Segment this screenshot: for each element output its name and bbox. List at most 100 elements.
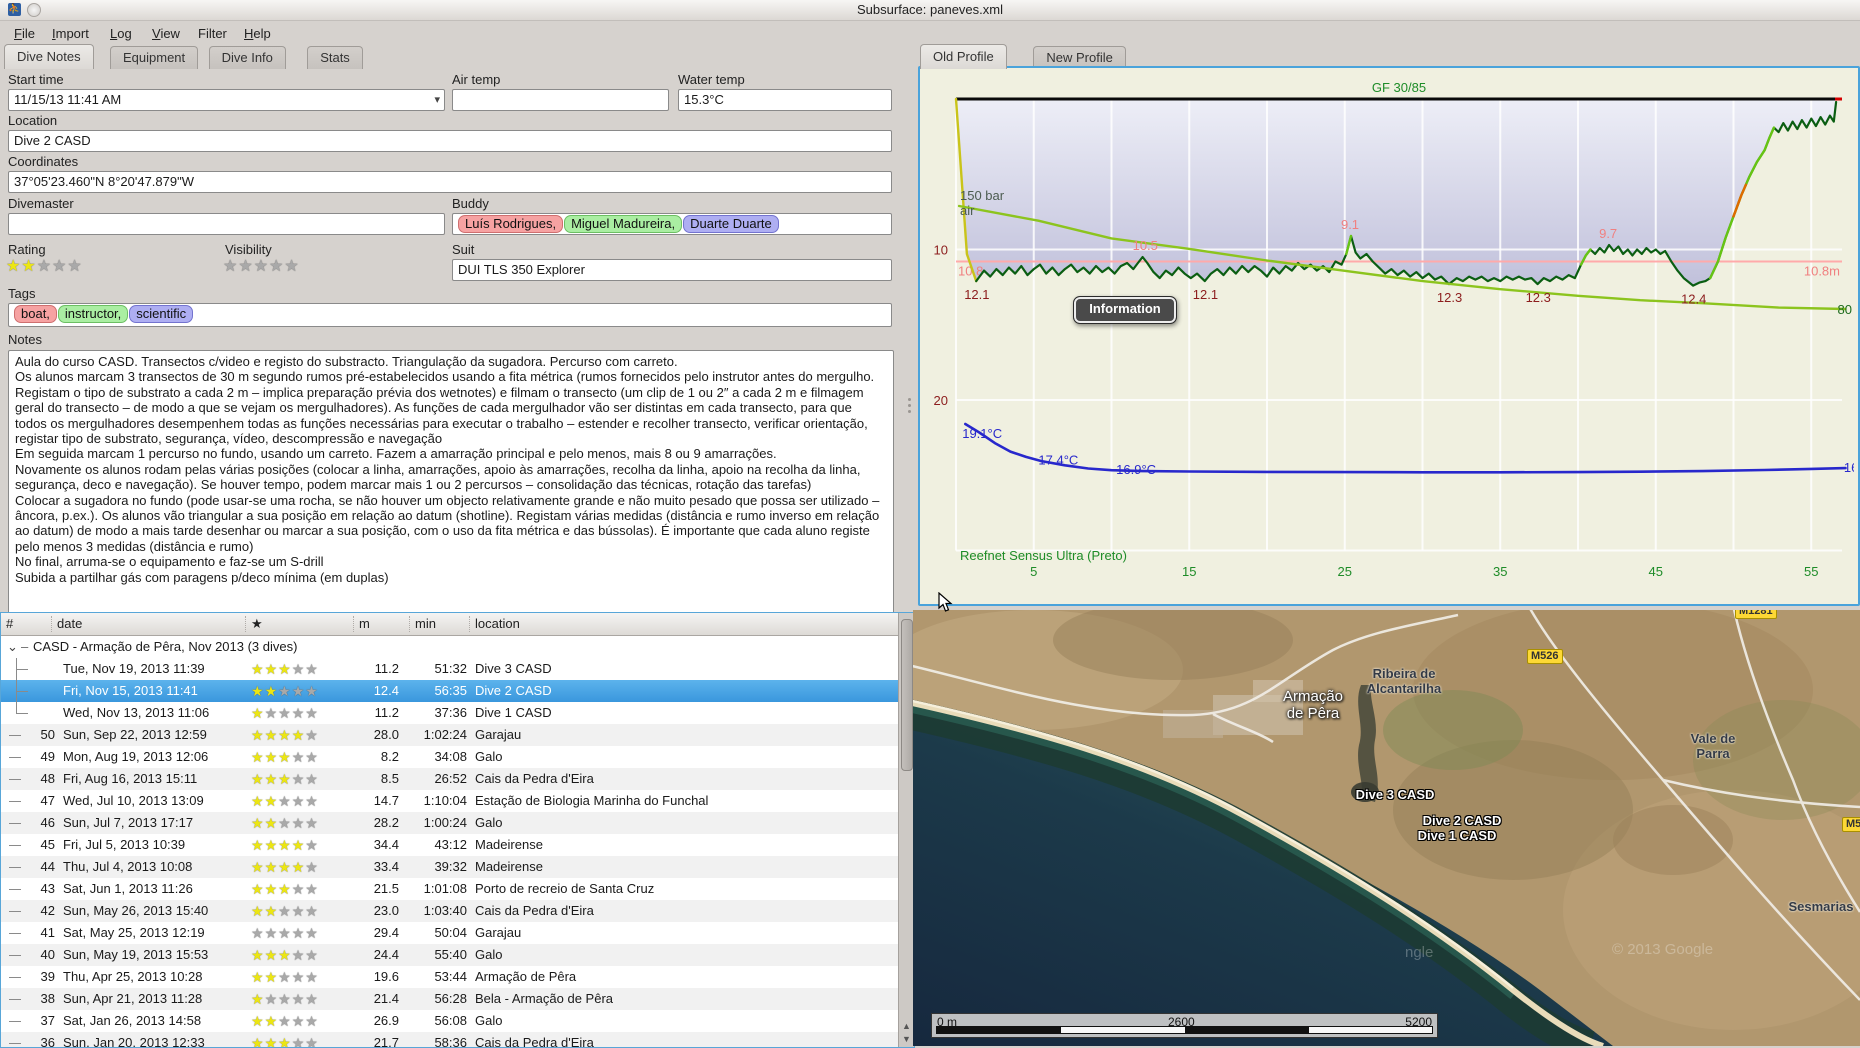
svg-text:10: 10 (934, 243, 948, 258)
dive-row[interactable]: 38 Sun, Apr 21, 2013 11:28 ★★★★★ 21.4 56:28 B… (1, 988, 899, 1010)
subsurface-app-icon: ⛹ (8, 3, 21, 16)
divemaster-field[interactable] (8, 213, 445, 235)
menu-view[interactable]: View (152, 26, 180, 41)
dive-row[interactable]: 45 Fri, Jul 5, 2013 10:39 ★★★★★ 34.4 43:12 Ma… (1, 834, 899, 856)
row-stars: ★★★★★ (251, 705, 319, 721)
tag-pill: boat, (14, 305, 57, 323)
svg-text:12.3: 12.3 (1526, 290, 1551, 305)
svg-text:55: 55 (1804, 564, 1818, 579)
satellite-imagery (913, 610, 1860, 1046)
row-stars: ★★★★★ (251, 837, 319, 853)
tab-old-profile[interactable]: Old Profile (920, 44, 1007, 69)
title-bar[interactable]: ⛹ Subsurface: paneves.xml (0, 0, 1860, 21)
scale-mid: 2600 (1168, 1015, 1195, 1029)
tab-dive-notes[interactable]: Dive Notes (4, 44, 94, 69)
buddy-pill: Luís Rodrigues, (458, 215, 564, 233)
svg-text:9.7: 9.7 (1599, 226, 1617, 241)
dive-row[interactable]: 50 Sun, Sep 22, 2013 12:59 ★★★★★ 28.0 1:02:2… (1, 724, 899, 746)
row-stars: ★★★★★ (251, 771, 319, 787)
scrollbar-thumb[interactable] (901, 619, 913, 771)
tab-equipment[interactable]: Equipment (110, 46, 199, 69)
map-watermark-copyright: © 2013 Google (1612, 941, 1714, 958)
window-menu-icon[interactable] (27, 3, 41, 17)
row-stars: ★★★★★ (251, 991, 319, 1007)
map-label-dive-3-casd: Dive 3 CASD (1355, 787, 1435, 802)
map-label-armacao-de-pera: Armação de Pêra (1282, 688, 1344, 722)
rating-label: Rating (8, 242, 46, 257)
dive-row[interactable]: 42 Sun, May 26, 2013 15:40 ★★★★★ 23.0 1:03:4… (1, 900, 899, 922)
map-label-ribeira-de-alcantarilha: Ribeira de Alcantarilha (1366, 666, 1442, 696)
tab-dive-info[interactable]: Dive Info (208, 46, 286, 69)
dive-row[interactable]: 48 Fri, Aug 16, 2013 15:11 ★★★★★ 8.5 26:52 Ca… (1, 768, 899, 790)
tab-stats[interactable]: Stats (307, 46, 363, 69)
coordinates-field[interactable]: 37°05'23.460"N 8°20'47.879"W (8, 171, 892, 193)
dive-list-scrollbar[interactable]: ▲ ▼ (898, 613, 914, 1047)
menu-bar: File Import Log View Filter Help (0, 21, 1860, 45)
map-label-dive-1-casd: Dive 1 CASD (1417, 828, 1497, 843)
column-header-m[interactable]: m (359, 616, 370, 631)
menu-help[interactable]: Help (244, 26, 271, 41)
dive-row[interactable]: 47 Wed, Jul 10, 2013 13:09 ★★★★★ 14.7 1:10:0… (1, 790, 899, 812)
profile-tab-bar: Old Profile New Profile (918, 44, 1848, 69)
dive-list-table[interactable]: # date ★ m min location ⌄ – CASD - Armação de P… (0, 612, 915, 1048)
dive-notes-panel: Start time 11/15/13 11:41 AM ▾ Air temp … (0, 66, 905, 618)
map-watermark-fragment: ngle (1405, 944, 1434, 961)
svg-text:20: 20 (934, 393, 948, 408)
menu-filter[interactable]: Filter (198, 26, 227, 41)
water-temp-field[interactable]: 15.3°C (678, 89, 892, 111)
tab-new-profile[interactable]: New Profile (1033, 46, 1126, 69)
svg-text:17.4°C: 17.4°C (1038, 452, 1078, 467)
scale-max: 5200 (1405, 1015, 1432, 1029)
tags-field[interactable]: boat, instructor, scientific (8, 303, 892, 327)
trip-row[interactable]: ⌄ – CASD - Armação de Pêra, Nov 2013 (3 di… (1, 636, 899, 658)
column-header-date[interactable]: date (57, 616, 83, 631)
location-field[interactable]: Dive 2 CASD (8, 130, 892, 152)
information-button[interactable]: Information (1073, 296, 1177, 324)
menu-log[interactable]: Log (110, 26, 132, 41)
chevron-down-icon[interactable]: ▾ (434, 94, 440, 106)
dive-row[interactable]: 49 Mon, Aug 19, 2013 12:06 ★★★★★ 8.2 34:08 Ga… (1, 746, 899, 768)
scroll-up-icon[interactable]: ▲ (902, 1021, 911, 1031)
dive-list-header[interactable]: # date ★ m min location (1, 613, 899, 636)
column-header-number[interactable]: # (6, 616, 14, 631)
start-time-combobox[interactable]: 11/15/13 11:41 AM ▾ (8, 89, 445, 111)
notes-label: Notes (8, 332, 42, 347)
dive-location-map[interactable]: Armação de Pêra Ribeira de Alcantarilha M5… (913, 610, 1860, 1046)
column-header-stars[interactable]: ★ (251, 616, 263, 631)
location-label: Location (8, 113, 58, 128)
divemaster-label: Divemaster (8, 196, 74, 211)
dive-row[interactable]: 41 Sat, May 25, 2013 12:19 ★★★★★ 29.4 50:04 G… (1, 922, 899, 944)
column-header-location[interactable]: location (475, 616, 520, 631)
dive-row[interactable]: 37 Sat, Jan 26, 2013 14:58 ★★★★★ 26.9 56:08 G… (1, 1010, 899, 1032)
dive-row[interactable]: 39 Thu, Apr 25, 2013 10:28 ★★★★★ 19.6 53:44 A… (1, 966, 899, 988)
dive-row[interactable]: 46 Sun, Jul 7, 2013 17:17 ★★★★★ 28.2 1:00:24… (1, 812, 899, 834)
dive-row[interactable]: Wed, Nov 13, 2013 11:06 ★★★★★ 11.2 37:36 Div… (1, 702, 899, 724)
water-temp-label: Water temp (678, 72, 745, 87)
row-stars: ★★★★★ (251, 793, 319, 809)
air-temp-field[interactable] (452, 89, 669, 111)
coordinates-label: Coordinates (8, 154, 79, 169)
visibility-stars[interactable]: ★★★★★ (223, 258, 300, 275)
dive-row[interactable]: 40 Sun, May 19, 2013 15:53 ★★★★★ 24.4 55:40 G… (1, 944, 899, 966)
column-header-min[interactable]: min (415, 616, 436, 631)
map-label-vale-de-parra: Vale de Parra (1690, 731, 1736, 761)
dive-row[interactable]: Fri, Nov 15, 2013 11:41 ★★★★★ 12.4 56:35 Div… (1, 680, 899, 702)
notes-textarea[interactable]: Aula do curso CASD. Transectos c/video e… (8, 350, 894, 618)
svg-text:45: 45 (1649, 564, 1663, 579)
suit-field[interactable]: DUI TLS 350 Explorer (452, 259, 892, 281)
svg-text:air: air (960, 203, 975, 218)
dive-row[interactable]: 43 Sat, Jun 1, 2013 11:26 ★★★★★ 21.5 1:01:08… (1, 878, 899, 900)
scroll-down-icon[interactable]: ▼ (902, 1034, 911, 1044)
row-stars: ★★★★★ (251, 947, 319, 963)
svg-text:12.4: 12.4 (1681, 292, 1706, 307)
menu-file[interactable]: File (14, 26, 35, 41)
collapse-icon[interactable]: ⌄ (7, 639, 18, 654)
buddy-label: Buddy (452, 196, 489, 211)
dive-row[interactable]: Tue, Nov 19, 2013 11:39 ★★★★★ 11.2 51:32 Div… (1, 658, 899, 680)
dive-row[interactable]: 44 Thu, Jul 4, 2013 10:08 ★★★★★ 33.4 39:32 Ma… (1, 856, 899, 878)
rating-stars[interactable]: ★★★★★ (6, 258, 83, 275)
buddy-field[interactable]: Luís Rodrigues, Miguel Madureira, Duarte D… (452, 213, 892, 235)
menu-import[interactable]: Import (52, 26, 89, 41)
dive-row[interactable]: 36 Sun, Jan 20, 2013 12:33 ★★★★★ 21.7 58:36 C… (1, 1032, 899, 1047)
row-stars: ★★★★★ (251, 815, 319, 831)
